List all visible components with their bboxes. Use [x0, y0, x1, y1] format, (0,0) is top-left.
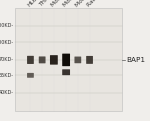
FancyBboxPatch shape — [74, 57, 81, 63]
Text: Mouse brain: Mouse brain — [50, 0, 80, 8]
Text: BAP1: BAP1 — [126, 57, 145, 63]
FancyBboxPatch shape — [62, 54, 70, 66]
Text: 55KD-: 55KD- — [0, 73, 14, 78]
Text: THP-1: THP-1 — [39, 0, 54, 8]
Text: 40KD-: 40KD- — [0, 90, 14, 95]
FancyBboxPatch shape — [39, 56, 46, 63]
FancyBboxPatch shape — [50, 55, 58, 65]
Bar — [15, 8, 122, 111]
Text: HL60: HL60 — [27, 0, 41, 8]
FancyBboxPatch shape — [27, 73, 34, 78]
Text: Rat brain: Rat brain — [86, 0, 108, 8]
FancyBboxPatch shape — [27, 56, 34, 64]
FancyBboxPatch shape — [86, 56, 93, 64]
Text: 130KD-: 130KD- — [0, 23, 14, 28]
Text: 70KD-: 70KD- — [0, 57, 14, 62]
FancyBboxPatch shape — [62, 69, 70, 75]
Text: 100KD-: 100KD- — [0, 40, 14, 45]
Text: Mouse kidney: Mouse kidney — [74, 0, 107, 8]
Text: Mouse skeletal muscle: Mouse skeletal muscle — [63, 0, 114, 8]
